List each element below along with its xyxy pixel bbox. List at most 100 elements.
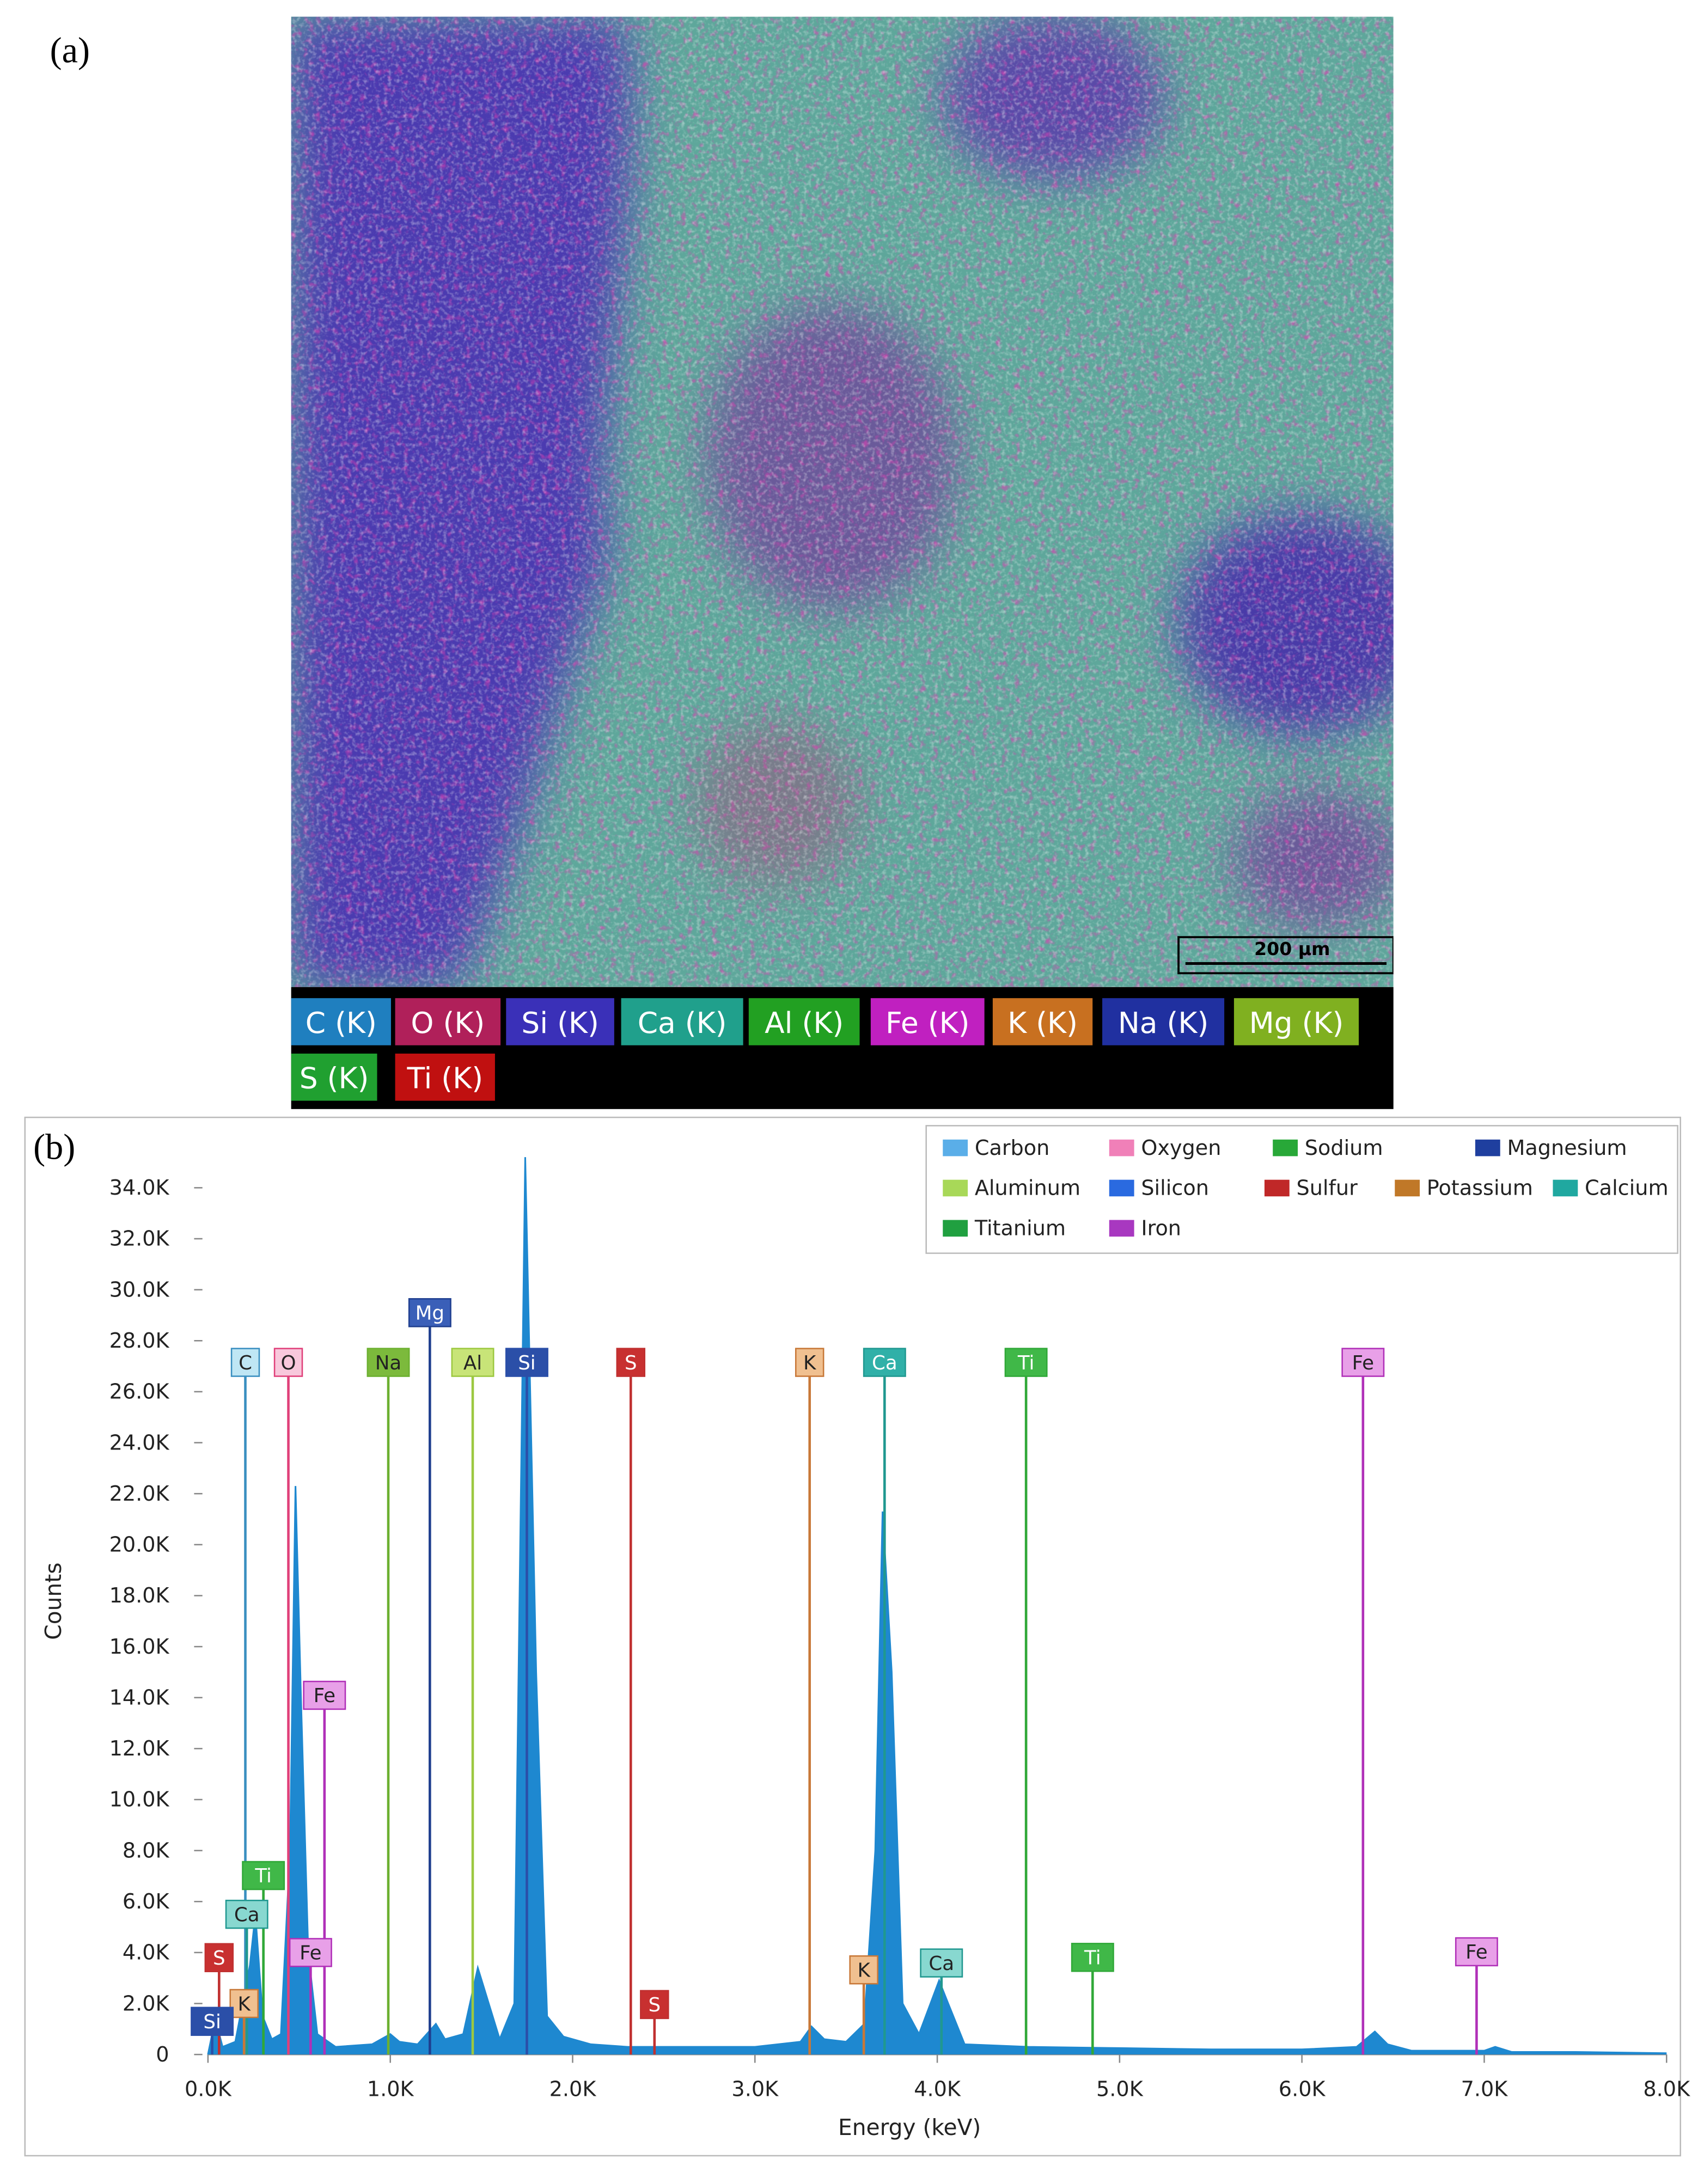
y-tick-label: 24.0K <box>109 1431 170 1455</box>
legend-swatch <box>943 1139 968 1157</box>
element-label: Si <box>518 1352 536 1374</box>
panel-label: (a) <box>50 31 90 71</box>
map-legend-swatch <box>291 1053 377 1101</box>
element-label-box <box>505 1348 548 1377</box>
legend-swatch <box>1553 1179 1578 1197</box>
map-legend-label: Ca (K) <box>638 1006 727 1040</box>
element-label-box <box>225 1899 268 1929</box>
scale-bar: 200 µm <box>1254 938 1330 959</box>
map-legend-label: K (K) <box>1007 1006 1078 1040</box>
y-tick-label: 16.0K <box>109 1635 170 1659</box>
element-label: Ca <box>234 1904 260 1926</box>
x-tick-label: 2.0K <box>549 2078 597 2102</box>
element-label: S <box>625 1352 637 1374</box>
element-label: Fe <box>300 1942 321 1965</box>
legend-swatch <box>943 1179 968 1197</box>
element-label-box <box>273 1348 303 1377</box>
x-tick-label: 5.0K <box>1096 2078 1144 2102</box>
legend-box <box>925 1125 1678 1254</box>
element-label-box <box>229 1989 259 2018</box>
element-label: Fe <box>1465 1941 1487 1963</box>
element-label-box <box>289 1938 332 1967</box>
map-legend-swatch <box>1102 998 1225 1045</box>
element-label: K <box>237 1993 251 2015</box>
legend-swatch <box>1109 1220 1134 1237</box>
element-label: Ti <box>1084 1947 1101 1969</box>
spectrum-chart: 0 2.0K 4.0K 6.0K 8.0K 10.0K 12.0K 14.0K 16.0K 18.… <box>40 1125 1690 2140</box>
legend-label: Oxygen <box>1141 1136 1221 1160</box>
element-map: 200 µm <box>291 16 1394 987</box>
element-label: Si <box>203 2011 221 2033</box>
y-tick-label: 32.0K <box>109 1227 170 1251</box>
legend-swatch <box>1273 1139 1298 1157</box>
map-legend-swatch <box>506 998 614 1045</box>
x-tick-label: 0.0K <box>185 2078 232 2102</box>
element-label-box <box>920 1948 963 1978</box>
y-tick-label: 20.0K <box>109 1533 170 1557</box>
element-label: O <box>281 1352 296 1374</box>
element-label-box <box>795 1348 824 1377</box>
element-label-box <box>1004 1348 1048 1377</box>
element-label: Mg <box>416 1302 444 1325</box>
map-legend-label: S (K) <box>300 1061 369 1096</box>
y-tick-label: 10.0K <box>109 1788 170 1812</box>
y-tick-label: 12.0K <box>109 1737 170 1761</box>
element-label: Al <box>463 1352 482 1374</box>
y-tick-label: 2.0K <box>123 1992 170 2016</box>
x-tick-label: 6.0K <box>1279 2078 1326 2102</box>
element-label-box <box>191 2006 234 2036</box>
legend-label: Magnesium <box>1507 1136 1627 1160</box>
map-legend-swatch <box>395 998 501 1045</box>
y-tick-label: 6.0K <box>123 1890 170 1914</box>
legend-label: Sodium <box>1305 1136 1383 1160</box>
map-legend-swatch <box>621 998 743 1045</box>
x-tick-label: 3.0K <box>731 2078 779 2102</box>
element-label-box <box>367 1348 410 1377</box>
element-label: Ca <box>929 1953 954 1975</box>
panel-label: (b) <box>33 1127 75 1167</box>
legend-label: Potassium <box>1427 1177 1533 1201</box>
map-legend-label: Mg (K) <box>1249 1006 1344 1040</box>
element-label: S <box>213 1947 225 1969</box>
element-label-box <box>303 1680 346 1710</box>
element-label-box <box>230 1348 260 1377</box>
y-tick-label: 30.0K <box>109 1278 170 1302</box>
y-tick-label: 26.0K <box>109 1380 170 1404</box>
legend-label: Aluminum <box>975 1177 1080 1201</box>
map-legend-swatch <box>395 1053 495 1101</box>
y-tick-label: 22.0K <box>109 1482 170 1506</box>
element-label: Ti <box>1017 1352 1035 1374</box>
element-label: Ti <box>254 1865 272 1887</box>
element-label: Na <box>375 1352 401 1374</box>
legend-label: Carbon <box>975 1136 1050 1160</box>
element-label-box <box>1341 1348 1385 1377</box>
map-legend: C (K) O (K) Si (K) Ca (K) Al (K) Fe (K) K (K) N… <box>291 998 1359 1101</box>
y-tick-label: 8.0K <box>123 1839 170 1863</box>
element-label: K <box>803 1352 817 1374</box>
element-label: K <box>857 1959 871 1981</box>
y-axis-title: Counts <box>40 1563 66 1640</box>
map-legend-swatch <box>1233 998 1359 1045</box>
map-legend-label: Si (K) <box>521 1006 599 1040</box>
x-tick-label: 4.0K <box>914 2078 961 2102</box>
map-legend-label: Ti (K) <box>406 1061 483 1096</box>
legend-label: Sulfur <box>1296 1177 1358 1201</box>
legend-label: Iron <box>1141 1216 1181 1240</box>
legend-label: Calcium <box>1585 1177 1669 1201</box>
element-label-box <box>849 1955 878 1985</box>
y-tick-label: 28.0K <box>109 1329 170 1353</box>
element-label-box <box>1071 1943 1114 1972</box>
map-legend-swatch <box>870 998 985 1045</box>
chart-frame <box>24 1116 1681 2157</box>
element-label-box <box>204 1943 234 1972</box>
y-tick-label: 0 <box>156 2043 169 2067</box>
x-axis-title: Energy (keV) <box>838 2114 981 2140</box>
element-label-box <box>863 1348 906 1377</box>
legend-swatch <box>1395 1179 1420 1197</box>
legend-swatch <box>1475 1139 1500 1157</box>
x-tick-label: 7.0K <box>1461 2078 1508 2102</box>
map-legend-label: Fe (K) <box>885 1006 969 1040</box>
element-label: S <box>648 1994 661 2016</box>
